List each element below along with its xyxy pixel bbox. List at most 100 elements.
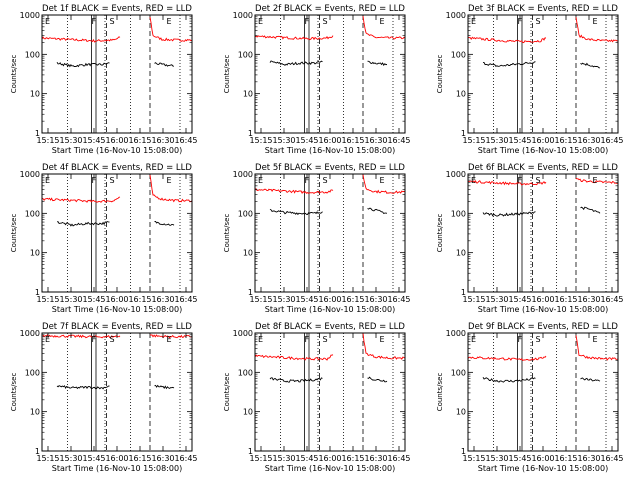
marker-label: E bbox=[258, 335, 263, 344]
plot-frame bbox=[41, 14, 193, 134]
y-tick-label: 1000 bbox=[446, 11, 466, 20]
marker-label: E bbox=[593, 17, 598, 26]
x-tick-label: 16:00 bbox=[531, 295, 554, 304]
y-tick-label: 1 bbox=[248, 447, 253, 456]
chart-panel-6: Det 6f BLACK = Events, RED = LLD E F S E 1 10 1… bbox=[436, 163, 624, 314]
chart-title: Det 3f BLACK = Events, RED = LLD bbox=[468, 4, 618, 14]
events-series-line bbox=[580, 206, 601, 214]
lld-series-line bbox=[575, 177, 619, 185]
y-tick-label: 1 bbox=[35, 129, 40, 138]
chart-panel-4: Det 4f BLACK = Events, RED = LLD E F S E 1 10 1… bbox=[10, 163, 198, 314]
marker-label: E bbox=[380, 176, 385, 185]
y-tick-label: 1 bbox=[248, 129, 253, 138]
x-tick-label: 16:30 bbox=[151, 295, 174, 304]
marker-label: S bbox=[536, 17, 541, 26]
marker-label: F bbox=[305, 17, 310, 26]
x-tick-label: 16:00 bbox=[318, 295, 341, 304]
y-tick-label: 10 bbox=[243, 249, 253, 258]
y-axis-label: Counts/sec bbox=[10, 373, 18, 412]
marker-label: E bbox=[45, 17, 50, 26]
x-tick-label: 16:30 bbox=[364, 295, 387, 304]
x-tick-label: 15:30 bbox=[272, 454, 295, 463]
x-tick-label: 16:15 bbox=[128, 136, 151, 145]
marker-label: E bbox=[593, 335, 598, 344]
y-tick-label: 10 bbox=[243, 90, 253, 99]
x-tick-label: 15:30 bbox=[59, 295, 82, 304]
marker-label: E bbox=[167, 176, 172, 185]
marker-label: E bbox=[471, 17, 476, 26]
events-series-line bbox=[482, 211, 536, 217]
x-tick-label: 15:30 bbox=[59, 136, 82, 145]
x-tick-label: 15:15 bbox=[249, 136, 272, 145]
chart-panel-7: Det 7f BLACK = Events, RED = LLD E F S E 1 10 1… bbox=[10, 322, 198, 473]
lld-series-line bbox=[575, 17, 618, 43]
marker-label: E bbox=[471, 335, 476, 344]
x-tick-label: 16:45 bbox=[174, 295, 197, 304]
x-tick-label: 15:15 bbox=[249, 454, 272, 463]
events-series-line bbox=[56, 61, 110, 68]
chart-panel-3: Det 3f BLACK = Events, RED = LLD E F S E 1 10 1… bbox=[436, 4, 624, 155]
x-tick-label: 16:45 bbox=[600, 454, 623, 463]
y-tick-label: 10 bbox=[456, 408, 466, 417]
chart-title: Det 7f BLACK = Events, RED = LLD bbox=[42, 322, 192, 332]
chart-title: Det 4f BLACK = Events, RED = LLD bbox=[42, 163, 192, 173]
plot-frame bbox=[41, 173, 193, 293]
x-tick-label: 15:15 bbox=[249, 295, 272, 304]
x-axis-label: Start Time (16-Nov-10 15:08:00) bbox=[52, 146, 182, 155]
x-tick-label: 16:30 bbox=[577, 295, 600, 304]
events-series-line bbox=[580, 62, 601, 69]
events-series-line bbox=[482, 377, 536, 383]
x-axis-label: Start Time (16-Nov-10 15:08:00) bbox=[478, 464, 608, 473]
y-axis-label: Counts/sec bbox=[436, 55, 444, 94]
x-tick-label: 15:15 bbox=[462, 454, 485, 463]
chart-title: Det 9f BLACK = Events, RED = LLD bbox=[468, 322, 618, 332]
x-tick-label: 15:15 bbox=[36, 136, 59, 145]
y-tick-label: 100 bbox=[25, 50, 40, 59]
y-tick-label: 1 bbox=[248, 288, 253, 297]
lld-series-line bbox=[149, 16, 193, 42]
x-tick-label: 16:15 bbox=[554, 136, 577, 145]
x-tick-label: 15:30 bbox=[272, 295, 295, 304]
marker-label: S bbox=[110, 176, 115, 185]
chart-title: Det 2f BLACK = Events, RED = LLD bbox=[255, 4, 405, 14]
lld-series-line bbox=[254, 35, 334, 41]
x-tick-label: 15:30 bbox=[272, 136, 295, 145]
marker-label: S bbox=[110, 335, 115, 344]
events-series-line bbox=[367, 60, 388, 67]
marker-label: S bbox=[323, 335, 328, 344]
x-tick-label: 15:45 bbox=[295, 454, 318, 463]
y-tick-label: 100 bbox=[25, 368, 40, 377]
y-tick-label: 1000 bbox=[233, 329, 253, 338]
x-tick-label: 16:45 bbox=[387, 454, 410, 463]
events-series-line bbox=[56, 221, 110, 227]
chart-panel-9: Det 9f BLACK = Events, RED = LLD E F S E 1 10 1… bbox=[436, 322, 624, 473]
y-tick-label: 1000 bbox=[446, 170, 466, 179]
marker-label: E bbox=[167, 335, 172, 344]
y-axis-label: Counts/sec bbox=[223, 55, 231, 94]
x-axis-label: Start Time (16-Nov-10 15:08:00) bbox=[52, 305, 182, 314]
x-tick-label: 16:15 bbox=[554, 454, 577, 463]
y-tick-label: 10 bbox=[456, 90, 466, 99]
y-tick-label: 1000 bbox=[20, 11, 40, 20]
marker-label: F bbox=[305, 335, 310, 344]
events-series-line bbox=[367, 376, 388, 383]
lld-series-line bbox=[467, 36, 547, 44]
y-tick-label: 10 bbox=[30, 249, 40, 258]
x-tick-label: 16:15 bbox=[341, 295, 364, 304]
y-tick-label: 1000 bbox=[20, 170, 40, 179]
lld-series-line bbox=[41, 333, 121, 339]
marker-label: E bbox=[45, 176, 50, 185]
lld-series-line bbox=[362, 174, 406, 194]
x-tick-label: 16:45 bbox=[174, 136, 197, 145]
lld-series-line bbox=[149, 334, 193, 339]
chart-panel-1: Det 1f BLACK = Events, RED = LLD E F S E 1 10 1… bbox=[10, 4, 198, 155]
y-tick-label: 100 bbox=[451, 209, 466, 218]
events-series-line bbox=[367, 207, 388, 215]
chart-panel-5: Det 5f BLACK = Events, RED = LLD E F S E 1 10 1… bbox=[223, 163, 411, 314]
marker-label: E bbox=[380, 335, 385, 344]
marker-label: S bbox=[536, 335, 541, 344]
x-tick-label: 16:00 bbox=[318, 136, 341, 145]
lld-series-line bbox=[41, 196, 121, 203]
lld-series-line bbox=[254, 354, 334, 361]
